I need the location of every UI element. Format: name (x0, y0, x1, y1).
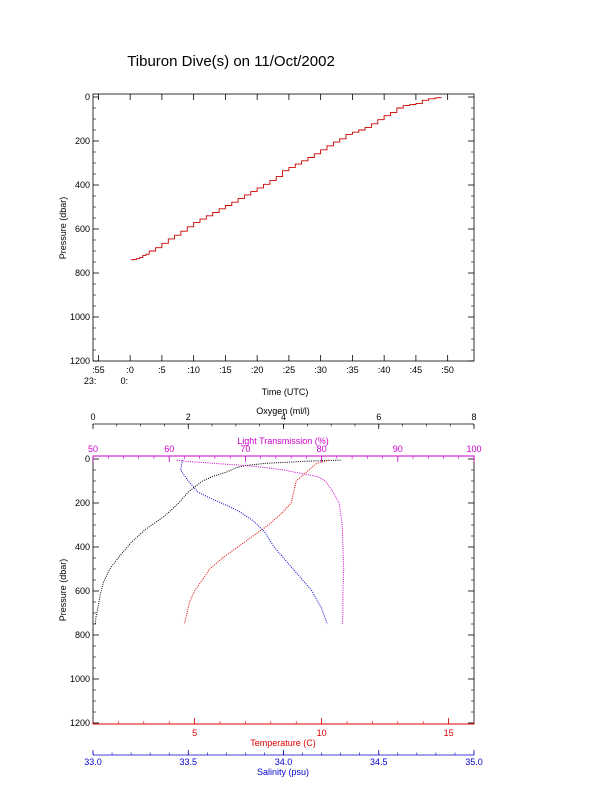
time-pressure-frame (92, 93, 475, 362)
y-tick-label: 800 (75, 630, 90, 640)
transmission-tick-label: 60 (164, 444, 174, 454)
x-tick-sublabel: 0: (121, 376, 129, 386)
y-tick-label: 1000 (70, 674, 90, 684)
x-tick-label: :45 (410, 365, 423, 375)
time-pressure-series (130, 97, 442, 261)
y-tick-label: 600 (75, 586, 90, 596)
transmission-profile-trace (176, 459, 345, 625)
salinity-tick-label: 33.0 (84, 757, 102, 767)
profile-y-axis: 0 200 400 600 800 1000 1200 (70, 454, 474, 728)
salinity-profile-trace (180, 460, 328, 625)
oxygen-axis: 0 2 4 6 8 (90, 412, 477, 429)
salinity-tick-label: 34.5 (370, 757, 388, 767)
temperature-profile-trace (183, 459, 330, 625)
oxygen-axis-label: Oxygen (ml/l) (256, 406, 310, 416)
x-tick-label: :5 (158, 365, 166, 375)
salinity-axis: 33.0 33.5 34.0 34.5 35.0 (84, 750, 483, 767)
transmission-tick-label: 90 (393, 444, 403, 454)
time-pressure-x-label: Time (UTC) (262, 387, 309, 397)
temperature-tick-label: 10 (317, 728, 327, 738)
y-tick-label: 200 (75, 498, 90, 508)
salinity-tick-label: 34.0 (275, 757, 293, 767)
x-tick-label: :35 (346, 365, 359, 375)
y-tick-label: 600 (75, 224, 90, 234)
y-tick-label: 1200 (70, 356, 90, 366)
oxygen-profile-trace (94, 459, 341, 625)
oxygen-tick-label: 0 (90, 412, 95, 422)
transmission-tick-label: 100 (466, 444, 481, 454)
temperature-axis: 5 10 15 (92, 718, 475, 738)
y-tick-label: 0 (85, 454, 90, 464)
time-pressure-y-axis: 0 200 400 600 800 1000 1200 (70, 92, 474, 366)
salinity-axis-label: Salinity (psu) (257, 767, 309, 777)
profile-frame (92, 455, 475, 725)
dive-pressure-step-line (130, 97, 442, 261)
temperature-tick-label: 5 (192, 728, 197, 738)
profile-series (94, 459, 345, 625)
x-tick-sublabel: 23: (84, 376, 97, 386)
oxygen-tick-label: 4 (281, 412, 286, 422)
x-tick-label: :10 (187, 365, 200, 375)
y-tick-label: 0 (85, 92, 90, 102)
y-tick-label: 1000 (70, 312, 90, 322)
temperature-axis-label: Temperature (C) (250, 738, 316, 748)
salinity-tick-label: 33.5 (179, 757, 197, 767)
light-transmission-axis-label: Light Transmission (%) (237, 436, 329, 446)
x-tick-label: :30 (314, 365, 327, 375)
time-pressure-y-label: Pressure (dbar) (58, 197, 68, 260)
temperature-tick-label: 15 (444, 728, 454, 738)
oxygen-tick-label: 8 (471, 412, 476, 422)
x-tick-label: :20 (251, 365, 264, 375)
transmission-tick-label: 80 (317, 444, 327, 454)
x-tick-label: :25 (283, 365, 296, 375)
figure-title: Tiburon Dive(s) on 11/Oct/2002 (127, 53, 335, 70)
x-tick-label: :50 (441, 365, 454, 375)
y-tick-label: 1200 (70, 718, 90, 728)
y-tick-label: 400 (75, 180, 90, 190)
salinity-tick-label: 35.0 (465, 757, 483, 767)
y-tick-label: 200 (75, 136, 90, 146)
profile-chart: 0 200 400 600 800 1000 1200 0 2 4 6 8 50 60 70 80 90 10… (58, 406, 483, 777)
y-tick-label: 400 (75, 542, 90, 552)
x-tick-label: :15 (219, 365, 232, 375)
transmission-tick-label: 70 (240, 444, 250, 454)
light-transmission-axis: 50 60 70 80 90 100 (88, 444, 482, 462)
oxygen-tick-label: 6 (376, 412, 381, 422)
profile-y-label: Pressure (dbar) (58, 559, 68, 622)
x-tick-label: :55 (92, 365, 105, 375)
x-tick-label: :0 (126, 365, 134, 375)
transmission-tick-label: 50 (88, 444, 98, 454)
y-tick-label: 800 (75, 268, 90, 278)
oxygen-tick-label: 2 (186, 412, 191, 422)
x-tick-label: :40 (378, 365, 391, 375)
